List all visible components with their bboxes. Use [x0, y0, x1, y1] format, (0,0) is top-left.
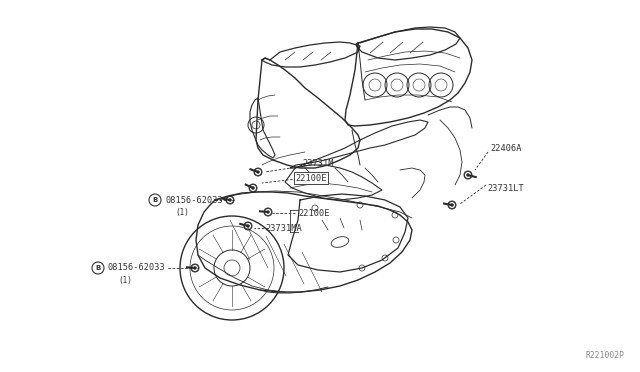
Text: 08156-62033: 08156-62033: [165, 196, 223, 205]
Text: 22100E: 22100E: [298, 208, 330, 218]
Text: B: B: [152, 197, 157, 203]
Text: (1): (1): [118, 276, 132, 285]
Text: 22100E: 22100E: [295, 173, 326, 183]
Text: 22406A: 22406A: [490, 144, 522, 153]
Circle shape: [467, 173, 470, 176]
Circle shape: [451, 203, 454, 206]
Circle shape: [228, 199, 232, 202]
Circle shape: [266, 211, 269, 214]
Text: R221002P: R221002P: [585, 351, 624, 360]
Circle shape: [252, 186, 255, 189]
Text: 08156-62033: 08156-62033: [108, 263, 166, 273]
Text: (1): (1): [175, 208, 189, 217]
Text: B: B: [95, 265, 100, 271]
Circle shape: [193, 266, 196, 269]
Text: 23731LT: 23731LT: [487, 183, 524, 192]
Circle shape: [246, 224, 250, 228]
Text: 23731MA: 23731MA: [265, 224, 301, 232]
Circle shape: [257, 170, 259, 173]
Text: 23731M: 23731M: [302, 158, 333, 167]
